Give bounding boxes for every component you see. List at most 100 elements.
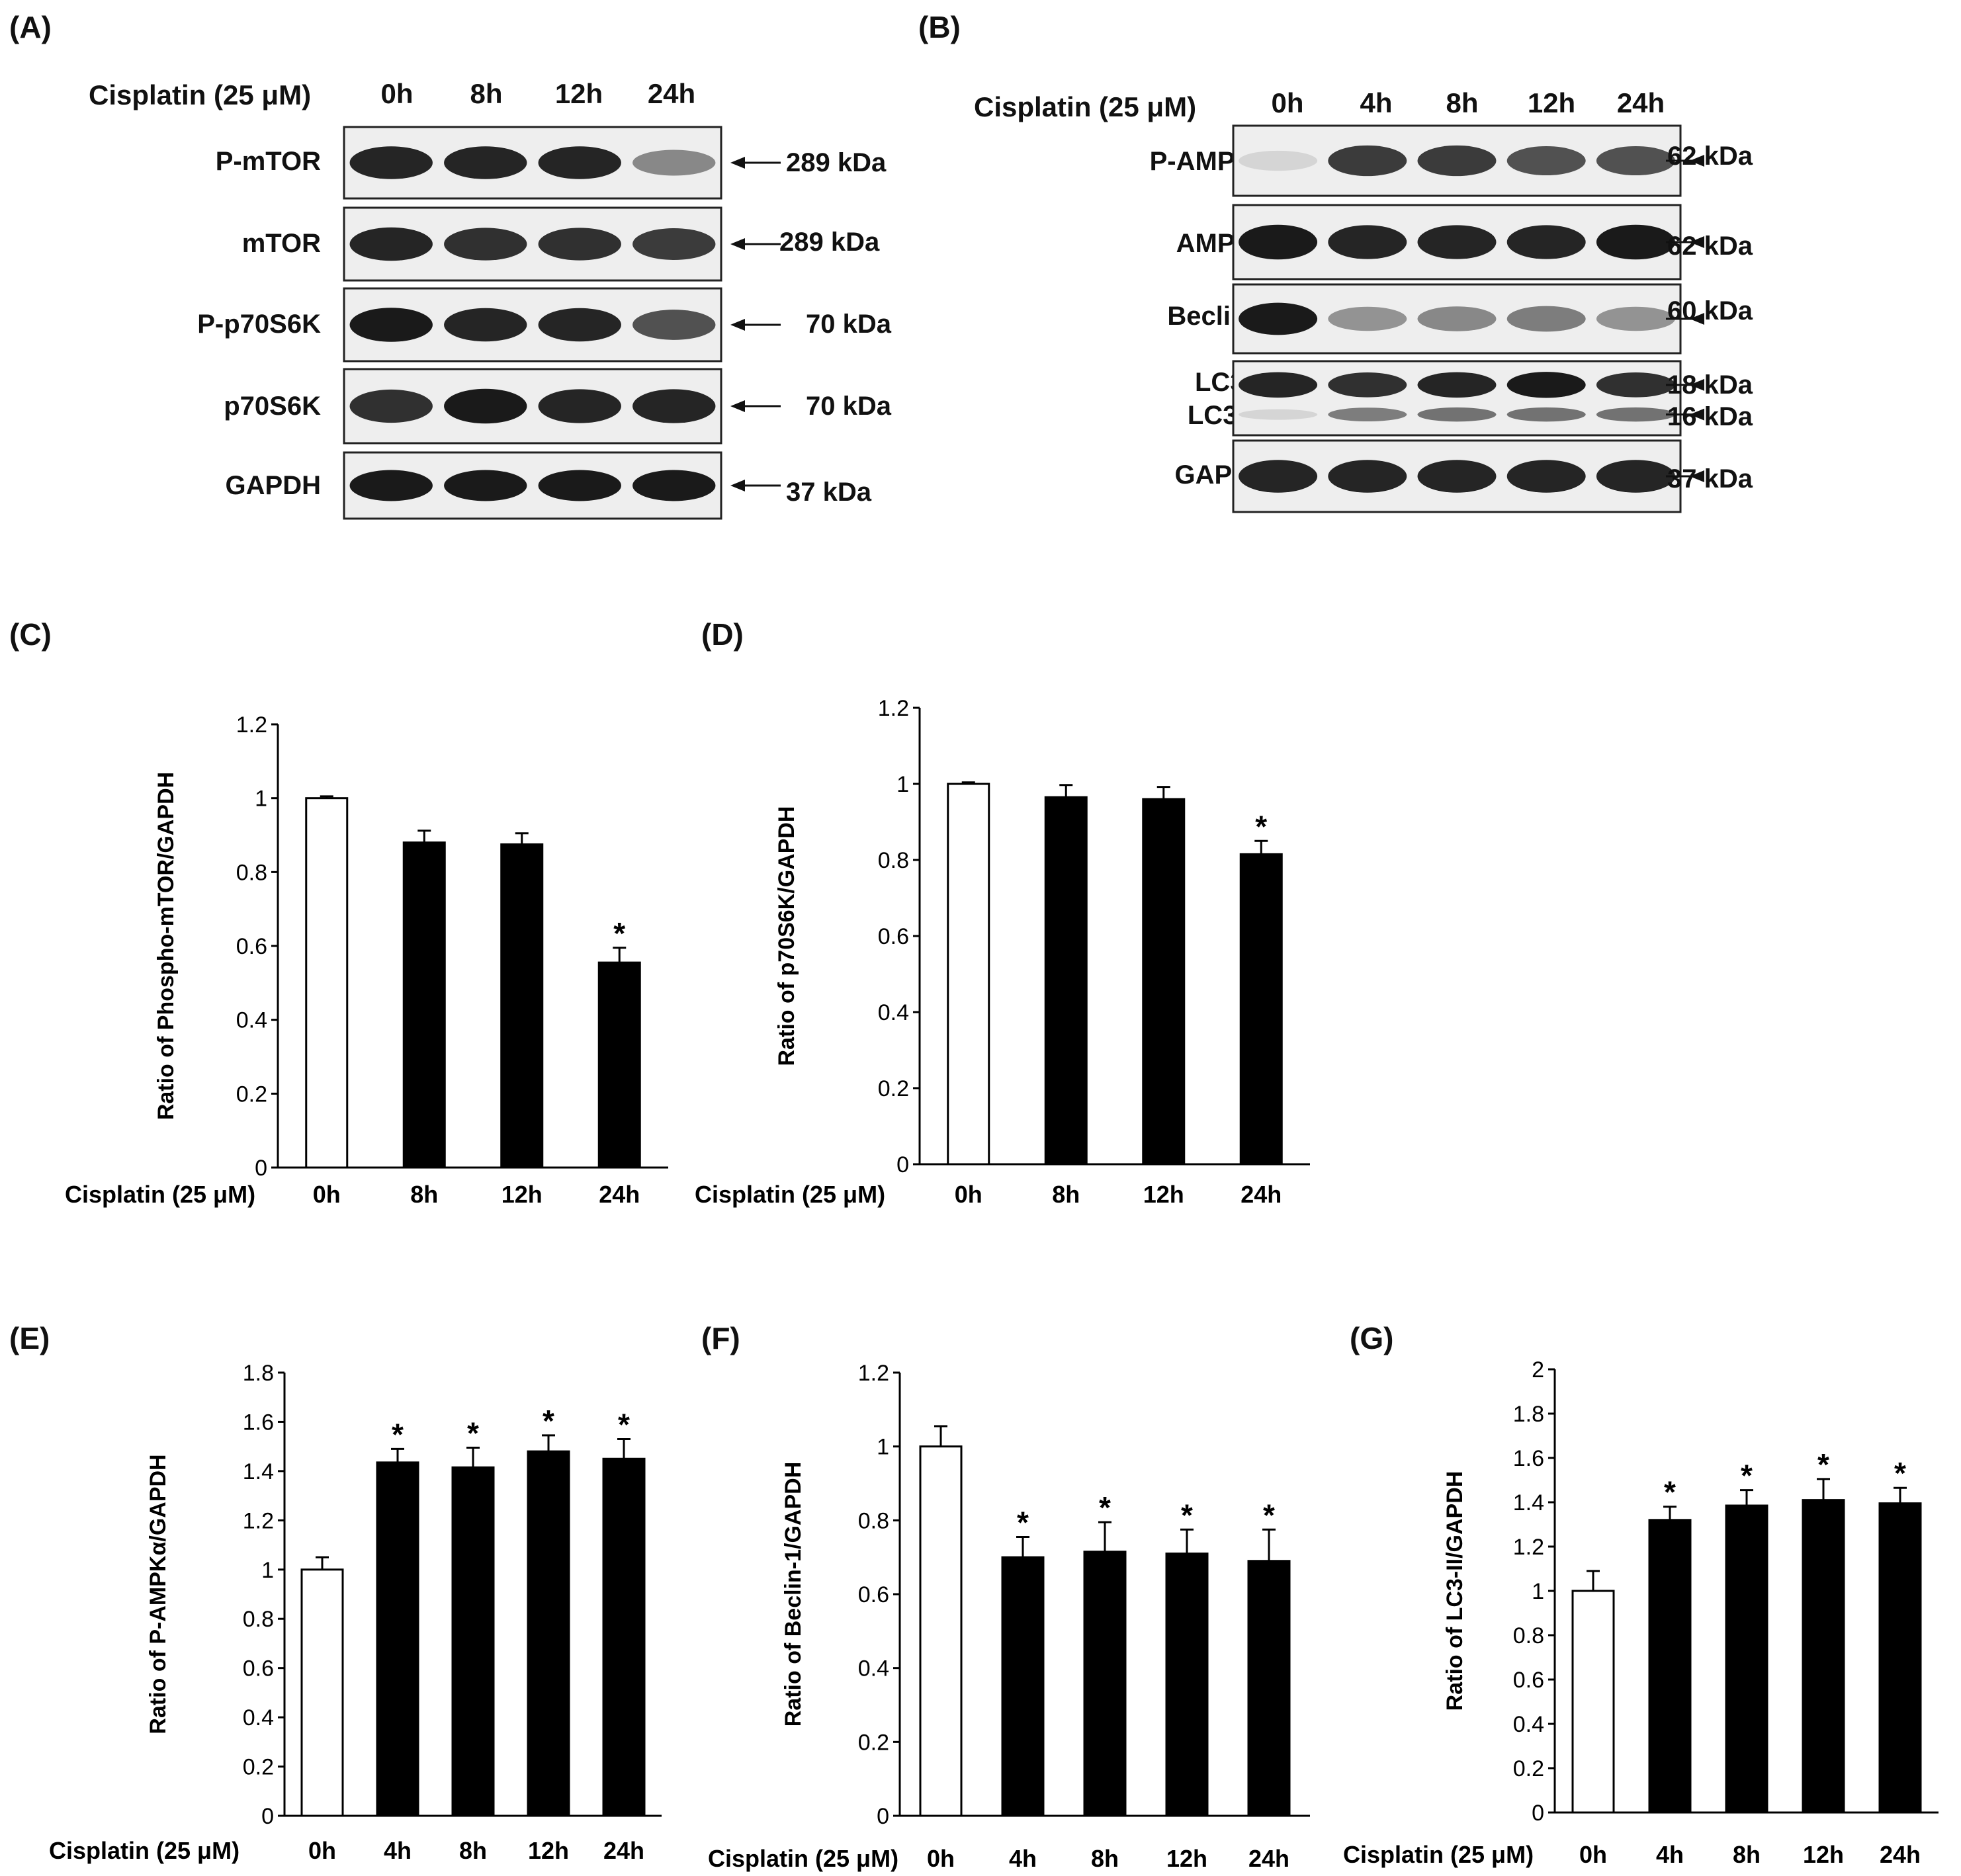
- blot-band: [1328, 306, 1407, 331]
- panel-letter-g: (G): [1350, 1321, 1394, 1355]
- y-tick-label: 0: [261, 1804, 274, 1829]
- bar: [1165, 1553, 1209, 1817]
- x-condition-label: Cisplatin (25 μM): [695, 1181, 885, 1208]
- y-tick-label: 0.4: [1513, 1712, 1544, 1737]
- blot-b-kda-label: 62 kDa: [1667, 232, 1753, 261]
- blot-b-kda-label: 16 kDa: [1667, 402, 1753, 431]
- blot-band: [1328, 225, 1407, 259]
- y-tick-label: 1.2: [236, 712, 267, 738]
- blot-band: [632, 389, 716, 423]
- y-tick-label: 1.2: [243, 1508, 274, 1533]
- blot-band: [349, 308, 433, 342]
- x-tick-label: 24h: [603, 1837, 644, 1864]
- blot-band: [538, 308, 621, 342]
- blot-band: [1328, 460, 1407, 493]
- arrow-head: [1690, 313, 1704, 325]
- panel-letter-a: (A): [9, 10, 52, 44]
- blot-band: [444, 228, 527, 261]
- blot-a-row-label: GAPDH: [225, 471, 321, 500]
- blot-band: [538, 470, 621, 501]
- x-tick-label: 4h: [1656, 1841, 1684, 1868]
- blot-band: [1596, 306, 1675, 331]
- bar: [1571, 1590, 1615, 1814]
- blot-a-kda-label: 70 kDa: [806, 310, 891, 339]
- bar: [1247, 1560, 1291, 1817]
- y-tick-label: 0.4: [236, 1008, 267, 1033]
- arrow-head: [730, 157, 745, 169]
- y-tick-label: 1.6: [1513, 1446, 1544, 1471]
- y-tick-label: 0.4: [878, 1000, 909, 1025]
- blot-band: [1239, 302, 1318, 335]
- arrow-head: [730, 480, 745, 491]
- blot-band: [1596, 460, 1675, 493]
- significance-marker: *: [613, 916, 625, 951]
- blot-b-condition-label: Cisplatin (25 μM): [974, 91, 1197, 122]
- blot-band: [444, 388, 527, 424]
- blot-band: [538, 389, 621, 423]
- blot-band: [1506, 407, 1586, 422]
- y-tick-label: 0.8: [236, 860, 267, 885]
- y-tick-label: 0.2: [236, 1082, 267, 1107]
- y-tick-label: 0.2: [858, 1730, 889, 1755]
- arrow-head: [1690, 155, 1704, 167]
- blot-b-lane-label: 24h: [1616, 87, 1665, 118]
- western-blot-b: Cisplatin (25 μM) 0h 4h 8h 12h 24h P-AMP…: [913, 0, 1961, 556]
- y-tick-label: 0.2: [243, 1755, 274, 1780]
- x-condition-label: Cisplatin (25 μM): [65, 1181, 255, 1208]
- bar-chart-f: 0 0.2 0.4 0.6 0.8 1 1.2 Ratio of Beclin-1/GAPDH…: [688, 1349, 1336, 1876]
- y-axis-label: Ratio of P-AMPKα/GAPDH: [146, 1454, 171, 1734]
- bar-chart-d: 0 0.2 0.4 0.6 0.8 1 1.2 Ratio of p70S6K/GAPDH 0h…: [688, 661, 1323, 1230]
- panel-letter-f: (F): [701, 1321, 740, 1355]
- blot-band: [349, 470, 433, 501]
- blot-b-kda-label: 62 kDa: [1667, 142, 1753, 171]
- blot-a-lane-label: 0h: [380, 78, 414, 109]
- blot-a-kda-label: 70 kDa: [806, 392, 891, 421]
- bar-chart-c: 0 0.2 0.4 0.6 0.8 1 1.2 Ratio of Phospho-mTOR/G…: [0, 661, 695, 1230]
- blot-band: [1239, 372, 1318, 398]
- bar: [1878, 1502, 1922, 1814]
- significance-marker: *: [1255, 809, 1267, 843]
- bar: [1725, 1504, 1768, 1814]
- y-tick-label: 1: [261, 1558, 274, 1583]
- bar: [402, 841, 446, 1169]
- x-tick-label: 12h: [1143, 1181, 1184, 1208]
- y-tick-label: 0.6: [1513, 1668, 1544, 1693]
- blot-a-kda-label: 289 kDa: [786, 148, 887, 177]
- blot-band: [632, 228, 716, 261]
- x-tick-label: 8h: [1733, 1841, 1761, 1868]
- blot-band: [1328, 407, 1407, 422]
- blot-band: [1506, 306, 1586, 332]
- blot-band: [1417, 306, 1497, 331]
- y-tick-label: 1.8: [1513, 1402, 1544, 1427]
- blot-a-membranes: [343, 126, 781, 520]
- blot-band: [1239, 224, 1318, 260]
- x-tick-label: 12h: [1803, 1841, 1844, 1868]
- x-tick-label: 0h: [927, 1845, 955, 1872]
- blot-b-lane-label: 8h: [1446, 87, 1479, 118]
- y-tick-label: 1.4: [1513, 1490, 1544, 1515]
- y-tick-label: 0: [877, 1804, 889, 1829]
- x-tick-label: 4h: [1009, 1845, 1037, 1872]
- y-tick-label: 0.4: [858, 1656, 889, 1682]
- bar: [376, 1461, 419, 1817]
- y-tick-label: 0: [896, 1152, 909, 1177]
- x-tick-label: 0h: [308, 1837, 336, 1864]
- bar: [602, 1457, 646, 1817]
- arrow-head: [1690, 470, 1704, 482]
- blot-band: [1506, 225, 1586, 259]
- x-tick-label: 24h: [1248, 1845, 1289, 1872]
- blot-band: [1239, 409, 1318, 420]
- y-tick-label: 1.8: [243, 1361, 274, 1386]
- significance-marker: *: [1894, 1456, 1906, 1490]
- blot-band: [1506, 146, 1586, 176]
- blot-a-kda-label: 37 kDa: [786, 478, 871, 507]
- blot-band: [1328, 145, 1407, 177]
- blot-band: [1417, 460, 1497, 493]
- bar: [919, 1445, 963, 1817]
- blot-band: [1239, 150, 1318, 171]
- bar-chart-c-svg: 0 0.2 0.4 0.6 0.8 1 1.2 Ratio of Phospho-mTOR/G…: [65, 712, 668, 1208]
- significance-marker: *: [467, 1416, 479, 1451]
- bar-chart-e-svg: 0 0.2 0.4 0.6 0.8 1 1.2 1.4 1.6 1.8 Ratio of P-AMP…: [49, 1361, 662, 1864]
- panel-letter-d: (D): [701, 617, 744, 652]
- bar: [1142, 798, 1186, 1166]
